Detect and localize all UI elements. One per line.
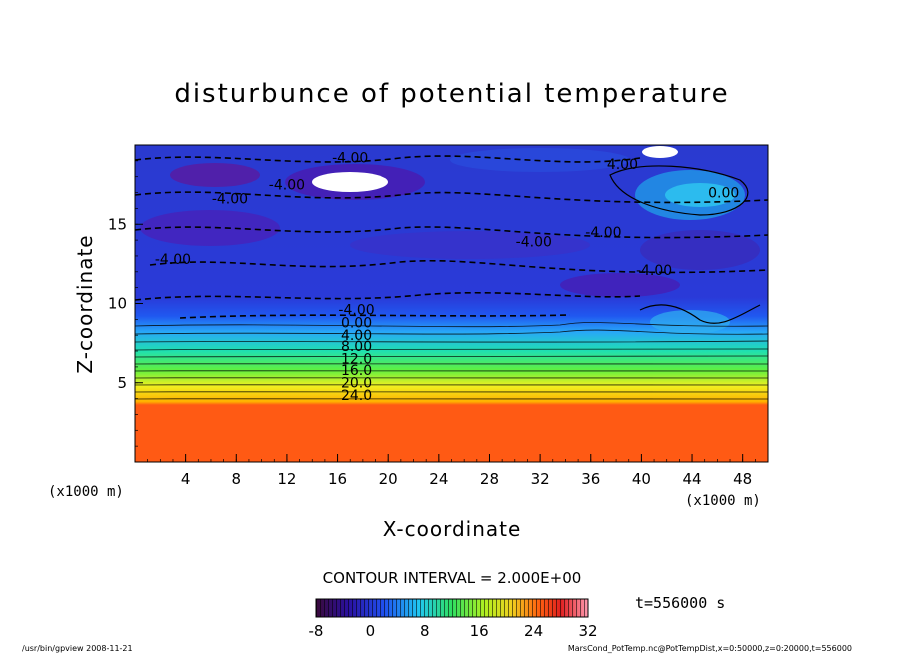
x-axis: 4 8 12 16 20 24 28 32 36 40 44 48 xyxy=(134,454,769,488)
cold-patch xyxy=(560,273,680,297)
colorbar: -8 0 8 16 24 32 xyxy=(309,598,598,640)
y-axis: 5 10 15 xyxy=(108,144,143,463)
cold-patch xyxy=(350,231,590,259)
contour-label: 4.00 xyxy=(607,157,638,173)
x-tick-label: 44 xyxy=(682,470,701,488)
y-axis-label: Z-coordinate xyxy=(73,234,97,373)
contour-label: -4.00 xyxy=(212,192,248,208)
contour-label: 0.00 xyxy=(708,185,739,201)
white-patch xyxy=(642,146,678,158)
colorbar-frame xyxy=(315,598,589,618)
contour-label: 0.00 xyxy=(341,315,372,331)
contour-label: -4.00 xyxy=(636,263,672,279)
white-patch xyxy=(312,172,388,192)
warm-patch xyxy=(665,183,735,207)
colorbar-stripes xyxy=(316,599,588,617)
x-axis-label: X-coordinate xyxy=(383,517,522,541)
colorbar-tick-label: 16 xyxy=(470,622,489,640)
x-tick-label: 32 xyxy=(531,470,550,488)
y-tick-label: 10 xyxy=(108,295,127,313)
time-label: t=556000 s xyxy=(635,594,725,612)
contour-label: 16.0 xyxy=(341,363,372,379)
contour-label: -4.00 xyxy=(585,225,621,241)
cold-patch xyxy=(640,230,760,270)
footer-left: /usr/bin/gpview 2008-11-21 xyxy=(22,644,133,653)
colorbar-tick-label: 8 xyxy=(420,622,430,640)
x-tick-label: 24 xyxy=(429,470,448,488)
colorbar-tick-label: 0 xyxy=(366,622,376,640)
contour-interval: CONTOUR INTERVAL = 2.000E+00 xyxy=(323,569,582,587)
x-tick-label: 20 xyxy=(379,470,398,488)
chart-title: disturbunce of potential temperature xyxy=(174,79,729,109)
colorbar-ticks: -8 0 8 16 24 32 xyxy=(309,622,598,640)
contour-labels: -4.00-4.00-4.00-4.004.000.00-4.00-4.00-4… xyxy=(155,150,739,404)
x-tick-label: 28 xyxy=(480,470,499,488)
contour-label: 12.0 xyxy=(341,352,372,368)
contour-label: 8.00 xyxy=(341,339,372,355)
colorbar-tick-label: 24 xyxy=(524,622,543,640)
x-tick-label: 16 xyxy=(328,470,347,488)
contour-label: -4.00 xyxy=(516,234,552,250)
x-axis-unit: (x1000 m) xyxy=(685,493,761,509)
x-tick-label: 4 xyxy=(181,470,191,488)
contour-label: 24.0 xyxy=(341,388,372,404)
contour-label: -4.00 xyxy=(332,150,368,166)
contour-label: -4.00 xyxy=(155,252,191,268)
contour-label: 20.0 xyxy=(341,376,372,392)
y-axis-unit: (x1000 m) xyxy=(48,484,124,500)
contour-label: -4.00 xyxy=(269,177,305,193)
y-tick-label: 15 xyxy=(108,215,127,233)
warm-patch xyxy=(650,310,730,334)
negative-contours xyxy=(135,155,768,319)
cold-patch xyxy=(170,163,260,187)
contour-label: 4.00 xyxy=(341,328,372,344)
footer-right: MarsCond_PotTemp.nc@PotTempDist,x=0:5000… xyxy=(568,644,852,653)
x-tick-label: 8 xyxy=(232,470,242,488)
x-tick-label: 48 xyxy=(733,470,752,488)
colorbar-tick-label: -8 xyxy=(309,622,324,640)
x-tick-label: 12 xyxy=(277,470,296,488)
x-tick-label: 36 xyxy=(581,470,600,488)
x-tick-label: 40 xyxy=(632,470,651,488)
colorbar-tick-label: 32 xyxy=(578,622,597,640)
positive-contours xyxy=(609,165,761,324)
contour-label: -4.00 xyxy=(338,303,374,319)
y-tick-label: 5 xyxy=(117,374,127,392)
field-area xyxy=(135,145,768,462)
stratified-contours xyxy=(135,322,768,400)
